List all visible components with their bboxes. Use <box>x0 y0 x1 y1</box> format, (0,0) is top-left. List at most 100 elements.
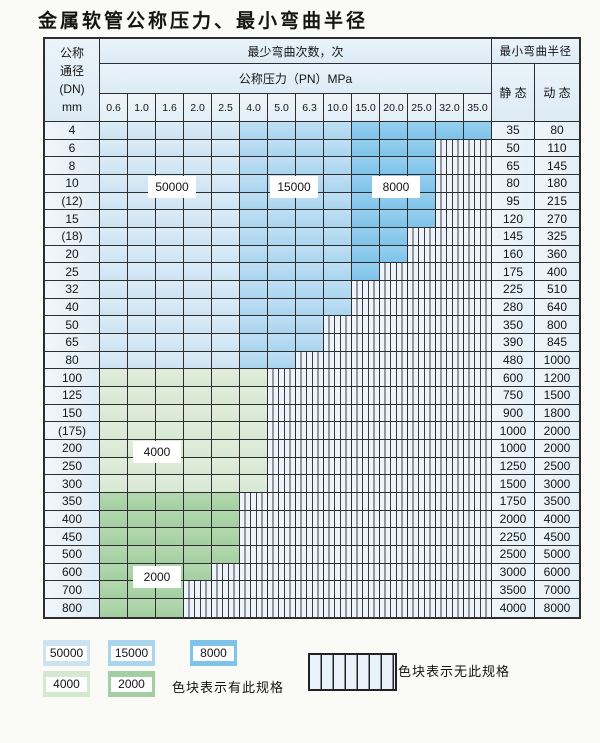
dn-cell: 15 <box>45 210 100 229</box>
dynamic-radius-cell: 2500 <box>535 457 579 476</box>
spec-cell <box>212 510 240 529</box>
spec-cell <box>212 228 240 246</box>
static-radius-cell: 1500 <box>492 475 535 494</box>
no-spec-cell <box>464 351 492 370</box>
no-spec-cell <box>380 457 408 476</box>
spec-cell <box>240 122 268 140</box>
no-spec-cell <box>436 245 464 264</box>
no-spec-cell <box>296 493 324 511</box>
spec-table: 公称 通径 (DN) mm 最少弯曲次数，次 最小弯曲半径 公称压力（PN）MP… <box>43 37 581 619</box>
page-title: 金属软管公称压力、最小弯曲半径 <box>38 10 369 32</box>
spec-cell <box>184 440 212 458</box>
no-spec-cell <box>464 281 492 299</box>
no-spec-cell <box>240 546 268 564</box>
no-spec-cell <box>464 475 492 494</box>
no-spec-cell <box>324 581 352 600</box>
no-spec-cell <box>408 404 436 423</box>
dynamic-radius-cell: 145 <box>535 157 579 176</box>
spec-cell <box>240 440 268 458</box>
dn-header-line: (DN) <box>59 82 85 96</box>
dn-header-line: mm <box>62 100 82 114</box>
spec-cell <box>436 122 464 140</box>
static-radius-cell: 80 <box>492 175 535 193</box>
no-spec-cell <box>268 440 296 458</box>
spec-cell <box>240 369 268 388</box>
no-spec-cell <box>352 528 380 547</box>
spec-cell <box>324 192 352 211</box>
no-spec-cell <box>380 281 408 299</box>
no-spec-cell <box>296 422 324 441</box>
no-spec-cell <box>268 475 296 494</box>
dynamic-radius-cell: 1200 <box>535 369 579 388</box>
no-spec-cell <box>436 334 464 352</box>
no-spec-cell <box>240 599 268 617</box>
spec-cell <box>100 457 128 476</box>
no-spec-cell <box>380 316 408 335</box>
spec-cell <box>128 157 156 176</box>
spec-cell <box>324 263 352 282</box>
no-spec-cell <box>436 210 464 229</box>
no-spec-cell <box>380 581 408 600</box>
spec-cell <box>240 263 268 282</box>
spec-cell <box>296 245 324 264</box>
spec-cell <box>296 316 324 335</box>
spec-cell <box>352 139 380 158</box>
no-spec-cell <box>184 599 212 617</box>
spec-cell <box>296 281 324 299</box>
spec-cell <box>296 298 324 317</box>
spec-cell <box>100 387 128 405</box>
spec-cell <box>184 563 212 582</box>
spec-cell <box>128 298 156 317</box>
static-radius-cell: 65 <box>492 157 535 176</box>
spec-cell <box>324 281 352 299</box>
spec-cell <box>100 404 128 423</box>
no-spec-cell <box>268 404 296 423</box>
spec-cell <box>212 369 240 388</box>
dn-cell: 6 <box>45 139 100 158</box>
static-radius-cell: 350 <box>492 316 535 335</box>
no-spec-cell <box>268 369 296 388</box>
static-radius-cell: 390 <box>492 334 535 352</box>
no-spec-cell <box>408 581 436 600</box>
no-spec-cell <box>296 546 324 564</box>
spec-cell <box>268 157 296 176</box>
dn-cell: 10 <box>45 175 100 193</box>
no-spec-cell <box>352 546 380 564</box>
spec-cell <box>240 175 268 193</box>
pressure-tick: 1.6 <box>156 94 184 122</box>
no-spec-cell <box>296 475 324 494</box>
legend-swatch-2000: 2000 <box>108 671 155 697</box>
no-spec-cell <box>352 387 380 405</box>
no-spec-cell <box>240 528 268 547</box>
spec-cell <box>156 510 184 529</box>
no-spec-cell <box>408 440 436 458</box>
no-spec-cell <box>380 599 408 617</box>
spec-cell <box>100 599 128 617</box>
spec-cell <box>212 139 240 158</box>
pressure-tick: 2.5 <box>212 94 240 122</box>
spec-cell <box>156 245 184 264</box>
no-spec-cell <box>436 563 464 582</box>
spec-cell <box>100 493 128 511</box>
spec-cell <box>184 493 212 511</box>
spec-cell <box>156 422 184 441</box>
spec-cell <box>156 528 184 547</box>
no-spec-cell <box>436 175 464 193</box>
spec-cell <box>212 263 240 282</box>
spec-cell <box>240 316 268 335</box>
spec-cell <box>212 528 240 547</box>
dn-cell: 80 <box>45 351 100 370</box>
spec-cell <box>212 493 240 511</box>
no-spec-cell <box>464 192 492 211</box>
no-spec-cell <box>240 563 268 582</box>
no-spec-cell <box>352 457 380 476</box>
static-radius-cell: 2500 <box>492 546 535 564</box>
pressure-tick: 5.0 <box>268 94 296 122</box>
no-spec-cell <box>380 528 408 547</box>
no-spec-cell <box>268 546 296 564</box>
spec-cell <box>268 334 296 352</box>
no-spec-cell <box>464 422 492 441</box>
dynamic-radius-cell: 215 <box>535 192 579 211</box>
spec-cell <box>296 122 324 140</box>
no-spec-cell <box>352 475 380 494</box>
